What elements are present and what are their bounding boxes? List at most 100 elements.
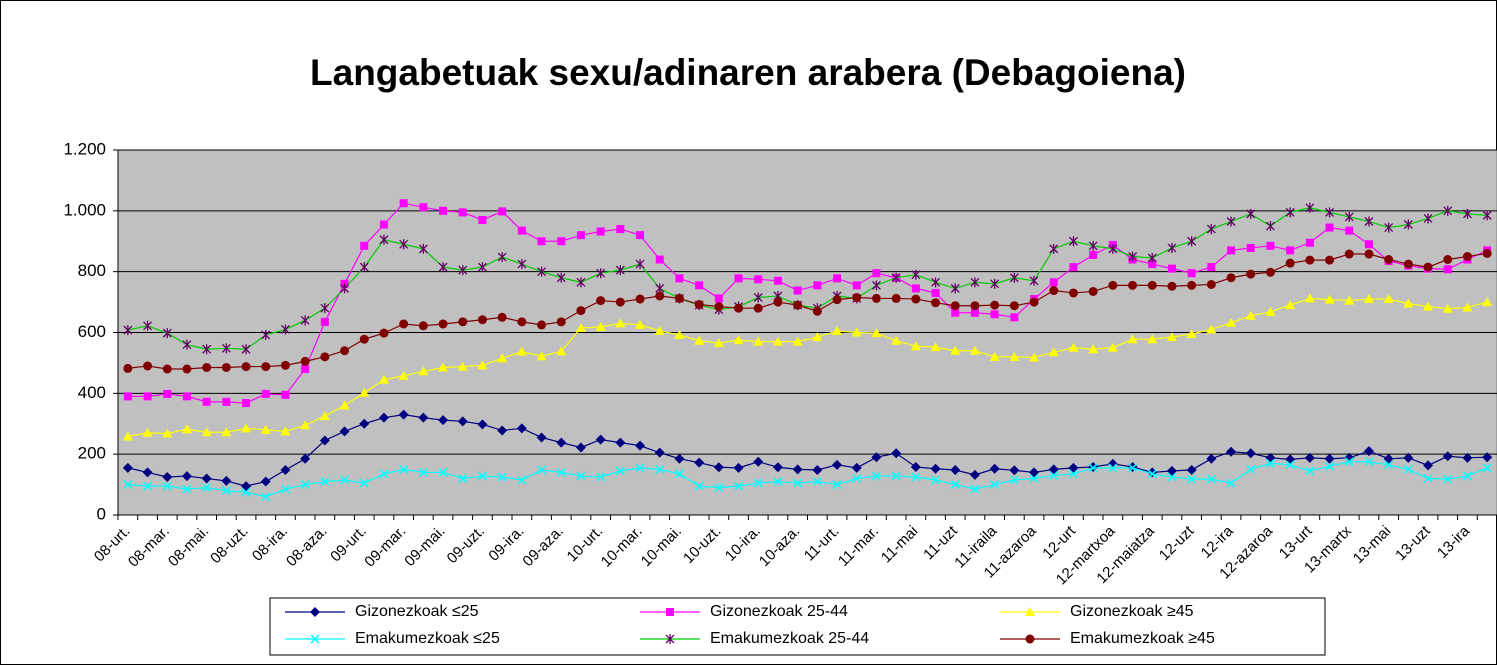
marker [517, 475, 527, 485]
marker [1206, 279, 1216, 289]
marker [458, 208, 467, 217]
marker [694, 335, 705, 345]
legend-label: Gizonezkoak 25-44 [710, 603, 848, 620]
marker [1403, 259, 1413, 269]
series-line [127, 461, 1488, 498]
marker [694, 457, 705, 468]
marker [1009, 272, 1019, 283]
marker [280, 426, 291, 436]
marker [772, 336, 783, 346]
marker [615, 437, 626, 448]
marker [695, 281, 704, 290]
marker [990, 310, 999, 319]
marker [182, 339, 192, 350]
marker [989, 463, 1000, 474]
marker [458, 317, 468, 327]
marker [536, 351, 547, 361]
marker [812, 464, 823, 475]
marker [339, 426, 350, 437]
marker [812, 477, 822, 487]
marker [438, 467, 448, 477]
marker [340, 346, 350, 356]
marker [399, 464, 409, 474]
marker [675, 274, 684, 283]
marker [300, 315, 310, 326]
marker [793, 300, 803, 310]
marker [1482, 297, 1493, 307]
marker [1166, 465, 1177, 476]
marker [142, 427, 153, 437]
marker [320, 317, 329, 326]
marker [1206, 224, 1216, 235]
marker [497, 252, 507, 263]
marker [458, 473, 468, 484]
marker [1265, 306, 1276, 316]
marker [379, 328, 389, 338]
marker [666, 608, 674, 616]
marker [438, 415, 449, 426]
marker [792, 336, 803, 346]
marker [1383, 453, 1394, 464]
legend [269, 597, 1326, 656]
marker [970, 277, 980, 288]
marker [221, 343, 231, 354]
marker [832, 295, 842, 305]
marker [1009, 301, 1019, 311]
marker [143, 481, 153, 491]
marker [595, 322, 606, 332]
marker [1107, 342, 1118, 352]
marker [813, 281, 822, 290]
marker [1088, 240, 1098, 251]
marker [310, 607, 320, 617]
marker [833, 274, 842, 283]
marker [1029, 467, 1040, 478]
marker [281, 390, 290, 399]
marker [950, 345, 961, 355]
marker [1108, 463, 1118, 473]
marker [1384, 255, 1394, 264]
marker [1285, 258, 1295, 268]
marker [1482, 452, 1493, 463]
marker [1147, 469, 1157, 479]
marker [340, 283, 350, 294]
marker [557, 237, 566, 246]
marker [891, 293, 901, 303]
marker [636, 231, 645, 240]
marker [674, 469, 684, 479]
marker [241, 487, 251, 497]
marker [379, 234, 389, 245]
marker [319, 435, 330, 446]
marker [1025, 634, 1035, 644]
marker [910, 461, 921, 472]
marker [556, 346, 567, 356]
marker [694, 481, 704, 491]
marker [1009, 475, 1019, 485]
marker [674, 453, 685, 464]
marker [576, 471, 586, 481]
marker [143, 320, 153, 331]
marker [300, 480, 310, 490]
marker [1227, 246, 1236, 255]
marker [162, 328, 172, 339]
marker [1088, 286, 1098, 296]
marker [241, 362, 251, 372]
series-line [127, 414, 1488, 487]
marker [1048, 347, 1059, 357]
legend-label: Emakumezkoak ≤25 [355, 630, 500, 647]
marker [950, 301, 960, 311]
marker [911, 269, 921, 280]
marker [1029, 352, 1040, 362]
marker [1384, 222, 1394, 233]
marker [1344, 211, 1354, 222]
marker [221, 475, 232, 486]
marker [635, 463, 645, 473]
marker [733, 335, 744, 345]
marker [812, 332, 823, 342]
marker [733, 462, 744, 473]
marker [359, 387, 370, 397]
marker [556, 437, 567, 448]
marker [1265, 458, 1275, 468]
marker [497, 425, 508, 436]
marker [753, 292, 763, 303]
marker [1088, 344, 1099, 354]
